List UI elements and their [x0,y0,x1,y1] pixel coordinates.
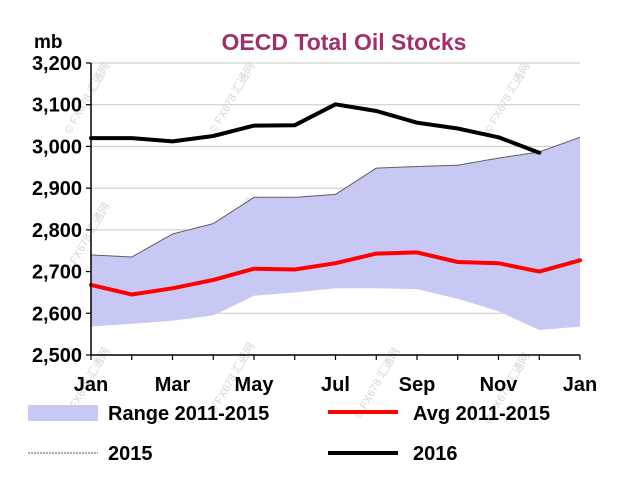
legend-label-2016: 2016 [413,443,458,465]
watermark-text: © FX678 汇通网 [481,61,532,136]
lines-layer [89,102,582,297]
y-tick-label: 3,200 [32,53,82,75]
x-tick-label: Jan [74,374,108,396]
series-line-2015 [90,136,581,258]
axis-layer [86,62,581,360]
x-tick-label: Sep [399,374,436,396]
legend-swatch-range [28,405,98,421]
ticks-layer: 2,500 2,600 2,700 2,800 2,900 3,000 3,100 3,200… [32,53,597,396]
range-layer [91,137,580,330]
y-tick-label: 2,900 [32,178,82,200]
legend-label-avg: Avg 2011-2015 [413,403,550,425]
y-tick-label: 2,500 [32,345,82,367]
y-tick-label: 2,800 [32,220,82,242]
x-tick-label: Nov [480,374,519,396]
x-tick-label: Mar [155,374,191,396]
x-tick-label: May [235,374,275,396]
series-line-2016 [89,102,542,155]
chart-title: OECD Total Oil Stocks [222,29,467,55]
range-band-area [91,137,580,330]
legend-label-range: Range 2011-2015 [108,403,269,425]
watermark-text: © FX678 汇通网 [351,346,402,421]
legend-label-2015: 2015 [108,443,153,465]
y-tick-label: 2,600 [32,303,82,325]
y-tick-label: 2,700 [32,262,82,284]
x-tick-label: Jan [563,374,597,396]
y-axis-unit: mb [34,32,63,53]
legend: Range 2011-2015 Avg 2011-2015 2015 2016 [28,403,550,465]
series-line-avg-2011-2015 [89,250,582,297]
y-tick-label: 3,000 [32,136,82,158]
y-tick-label: 3,100 [32,95,82,117]
x-tick-label: Jul [321,374,350,396]
